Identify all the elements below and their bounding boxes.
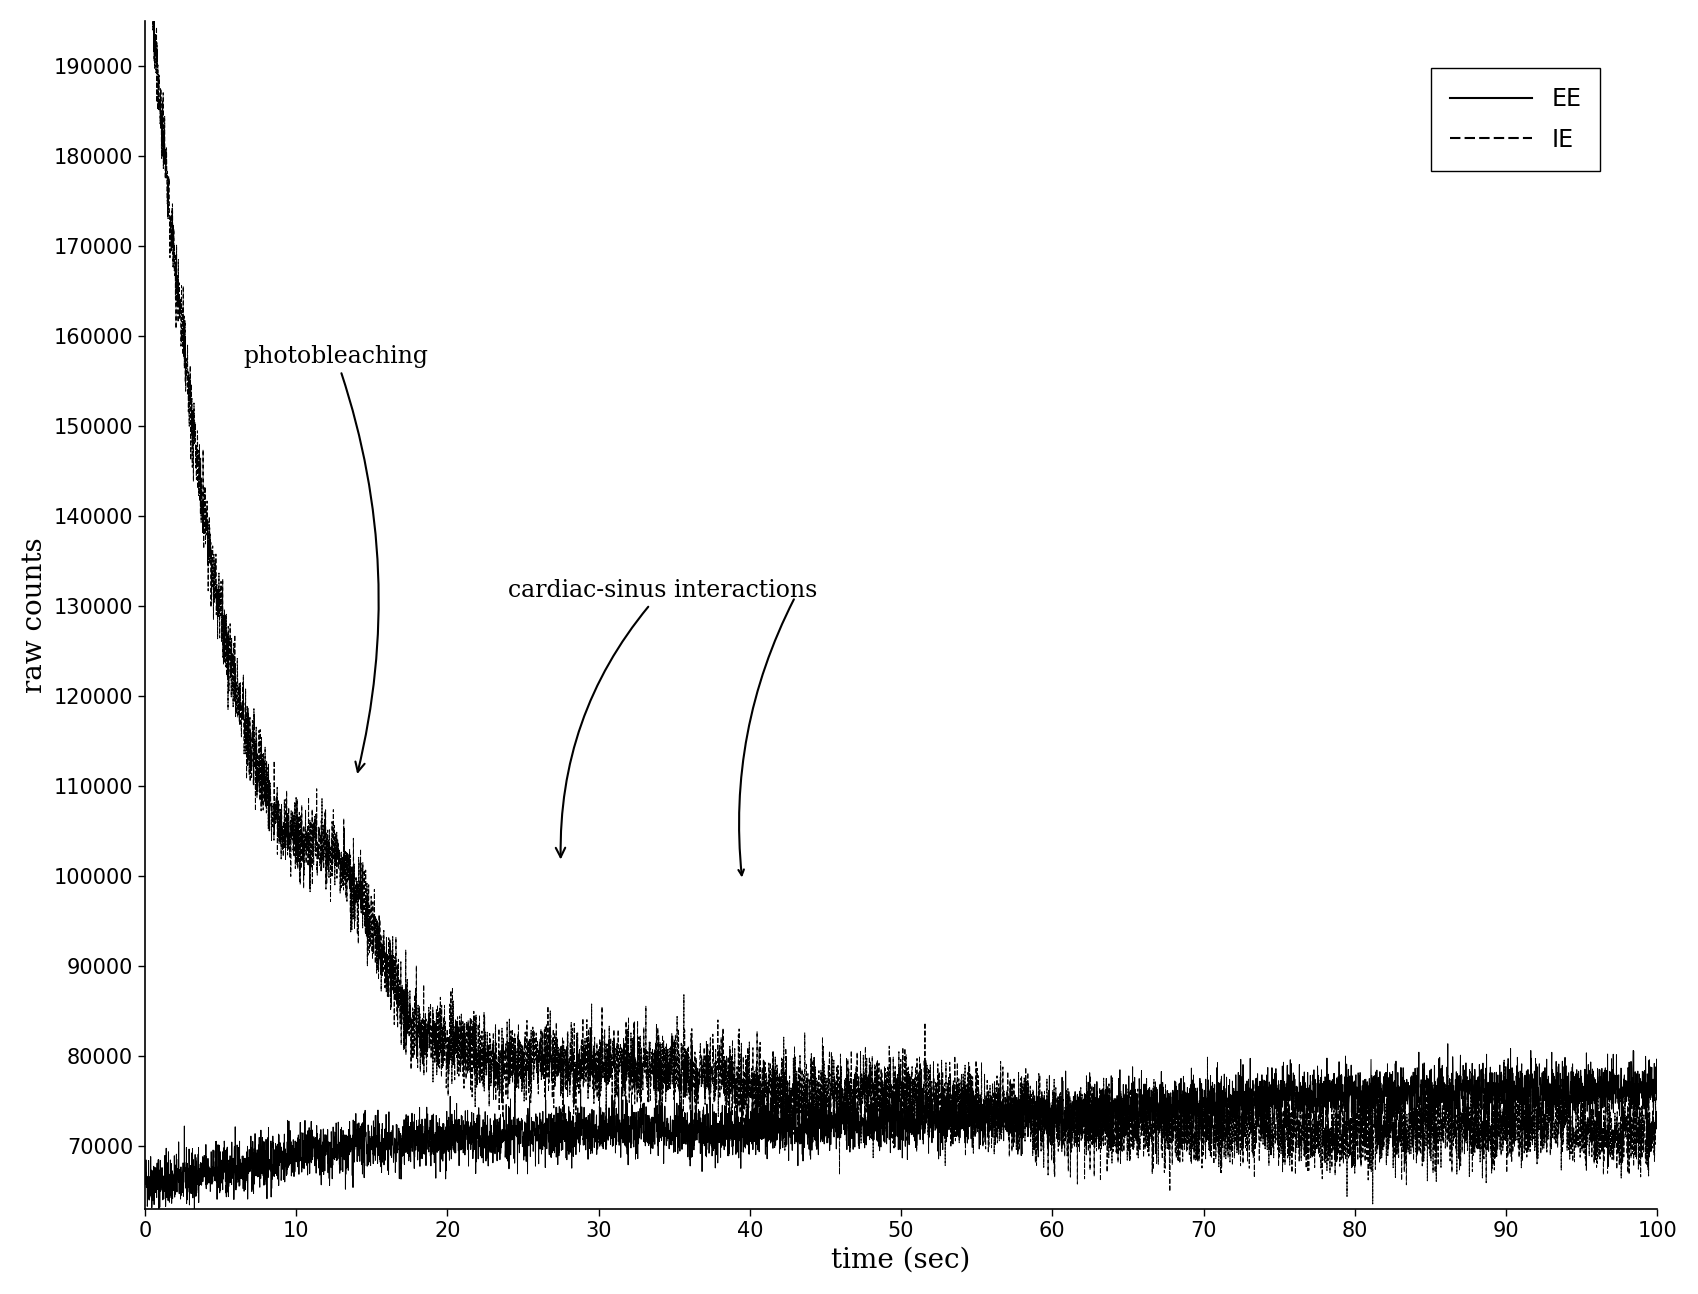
- IE: [683, 1068, 703, 1083]
- Line: EE: EE: [144, 1044, 1657, 1220]
- Text: cardiac-sinus interactions: cardiac-sinus interactions: [508, 578, 817, 857]
- EE: [1029, 1102, 1049, 1118]
- EE: [183, 1212, 204, 1228]
- EE: [211, 1161, 231, 1176]
- Y-axis label: raw counts: raw counts: [20, 537, 48, 692]
- EE: [1095, 1117, 1116, 1132]
- Text: photobleaching: photobleaching: [243, 344, 428, 771]
- X-axis label: time (sec): time (sec): [832, 1246, 971, 1273]
- EE: [1336, 1112, 1357, 1127]
- Line: IE: IE: [144, 0, 1657, 1203]
- IE: [1647, 1115, 1667, 1131]
- EE: [1647, 1053, 1667, 1069]
- IE: [211, 573, 231, 589]
- IE: [1336, 1189, 1357, 1205]
- IE: [1362, 1196, 1382, 1211]
- EE: [683, 1097, 703, 1113]
- Legend: EE, IE: EE, IE: [1431, 69, 1600, 171]
- IE: [1095, 1118, 1116, 1134]
- EE: [1438, 1036, 1459, 1052]
- IE: [1257, 1078, 1277, 1093]
- EE: [134, 1167, 155, 1183]
- IE: [1029, 1086, 1049, 1101]
- EE: [1257, 1100, 1277, 1115]
